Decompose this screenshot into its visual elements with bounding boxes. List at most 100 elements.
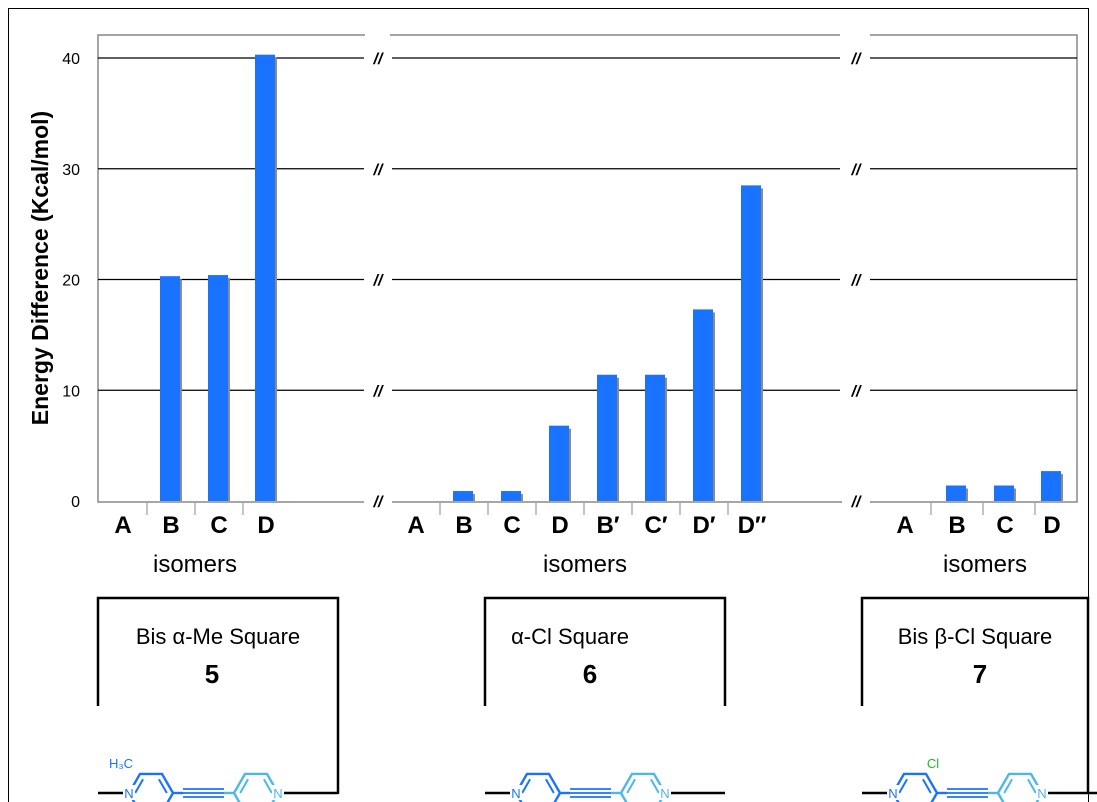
break-mark-0-40: // [373,51,384,68]
mol7-atom-n-right-mask [1036,785,1048,800]
mol6-left-ring [514,772,562,802]
mol5-right-double-bond [263,778,273,794]
mol6-left-double-bond [521,778,531,794]
y-tick-10: 10 [62,383,80,400]
y-tick-20: 20 [62,273,80,290]
category-label-2-1: B [948,512,965,539]
y-axis-label: Energy Difference (Kcal/mol) [27,111,53,425]
square-7-panel: Bis β-Cl Square 7 [860,596,1090,794]
mol7-atom-n-left-mask [887,785,899,800]
mol6-atom-n-right: N [660,786,669,801]
square-5-number: 5 [205,659,219,689]
x-axis-label-1: isomers [543,551,627,578]
break-mask [842,381,870,400]
mol5-left-double-bond [134,778,144,794]
square-6-title: α-Cl Square [511,624,629,649]
category-label-1-5: C′ [644,512,667,539]
break-mask [842,270,870,289]
category-label-1-0: A [407,512,424,539]
square-7-title: Bis β-Cl Square [898,624,1053,649]
bar-1-C [501,491,521,501]
category-label-0-3: D [257,512,274,539]
category-label-1-4: B′ [596,512,619,539]
mol7-left-double-bond [922,778,932,794]
category-label-1-7: D″ [738,512,767,539]
mol6-right-double-bond [650,778,660,794]
bar-1-B [453,491,473,501]
break-mark-0-30: // [373,162,384,179]
mol5-substituent-top: H₃C [109,756,133,771]
square-6-number: 6 [583,659,597,689]
break-mask [842,49,870,67]
mol6-atom-n-left: N [511,786,520,801]
mol5-atom-n-left: N [124,786,133,801]
y-tick-40: 40 [62,51,80,68]
x-axis-label-0: isomers [153,551,237,578]
bar-0-C [208,275,228,501]
category-label-0-1: B [162,512,179,539]
category-label-0-0: A [114,512,131,539]
mol5-left-ring [127,772,175,802]
category-label-1-3: D [551,512,568,539]
break-mark-1-0: // [851,494,862,511]
mol6-left-double-bond [545,778,555,794]
y-tick-0: 0 [71,494,80,511]
bar-1-B′ [597,374,617,501]
mol6-atom-n-left-mask [510,785,522,800]
category-label-0-2: C [210,512,227,539]
break-mask [364,270,392,289]
category-label-1-6: D′ [692,512,715,539]
break-mask [364,159,392,178]
square-6-panel: α-Cl Square 6 [483,596,727,794]
bars [160,54,1063,502]
category-label-2-2: C [996,512,1013,539]
mol5-atom-n-right: N [273,786,282,801]
bar-0-D [255,54,275,502]
category-label-1-1: B [455,512,472,539]
break-mark-1-40: // [851,51,862,68]
break-mark-0-10: // [373,383,384,400]
break-mark-0-20: // [373,273,384,290]
mol6-atom-n-right-mask [659,785,671,800]
figure-frame [8,8,1089,802]
square-7-number: 7 [973,659,987,689]
bar-1-D′ [693,309,713,501]
break-mark-0-0: // [373,494,384,511]
molecule-5-structure: NNH₃CH₃C [98,756,338,802]
break-mask [842,492,870,510]
y-tick-30: 30 [62,162,80,179]
mol7-atom-n-right: N [1037,786,1046,801]
mol5-right-double-bond [239,778,249,794]
bar-2-D [1041,471,1061,501]
mol7-right-double-bond [1027,778,1037,794]
mol7-left-double-bond [898,778,908,794]
category-label-1-2: C [503,512,520,539]
bar-0-B [160,276,180,501]
gridlines [98,57,1077,391]
mol7-substituent-top: Cl [927,756,939,771]
break-mark-1-30: // [851,162,862,179]
category-labels: A B C D A B C D B′ C′ D′ D″ A B C D [114,503,1061,539]
mol7-left-ring [891,772,939,802]
bar-2-C [994,485,1014,501]
square-5-panel: Bis α-Me Square 5 [96,596,340,796]
mol5-left-double-bond [158,778,168,794]
break-mask [364,492,392,510]
break-mask [842,159,870,178]
category-label-2-0: A [896,512,913,539]
bar-1-D [549,425,569,501]
mol7-right-double-bond [1003,778,1013,794]
break-mark-1-10: // [851,383,862,400]
x-axis-label-2: isomers [943,551,1027,578]
mol5-atom-n-right-mask [272,785,284,800]
mol7-right-ring [996,772,1044,802]
break-gap-top [365,33,390,38]
category-label-2-3: D [1043,512,1060,539]
bar-1-D″ [741,185,761,502]
break-mark-1-20: // [851,273,862,290]
square-5-title: Bis α-Me Square [136,624,300,649]
plot-area [97,34,1078,503]
mol5-right-ring [232,772,280,802]
